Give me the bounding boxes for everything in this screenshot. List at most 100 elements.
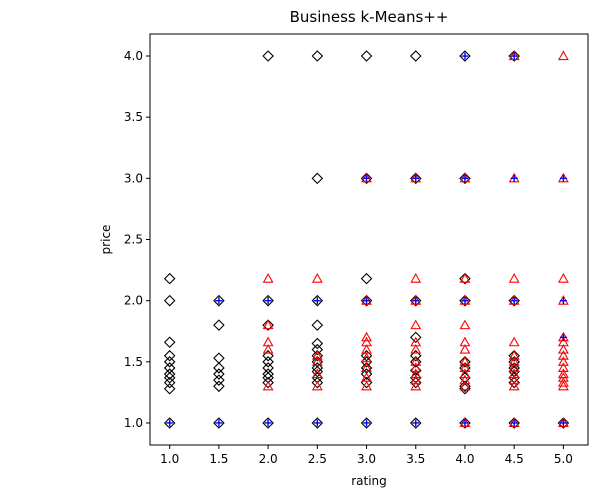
- triangle-point: [557, 343, 569, 354]
- x-tick-label: 1.5: [209, 452, 228, 466]
- diamond-point: [311, 356, 324, 368]
- x-axis-label: rating: [351, 474, 387, 488]
- diamond-point: [409, 294, 422, 307]
- diamond-point: [508, 349, 520, 362]
- diamond-point: [163, 272, 176, 285]
- triangle-point: [262, 319, 274, 330]
- triangle-point: [361, 362, 372, 372]
- diamond-point: [213, 380, 225, 393]
- triangle-point: [311, 273, 323, 283]
- triangle-point: [410, 273, 422, 283]
- triangle-point: [459, 343, 471, 354]
- y-tick-label: 2.0: [124, 294, 143, 308]
- y-tick-label: 2.5: [124, 233, 143, 247]
- triangle-point: [410, 319, 422, 330]
- diamond-point: [213, 362, 225, 374]
- diamond-point: [213, 294, 225, 307]
- diamond-point: [311, 343, 324, 356]
- triangle-point: [508, 350, 520, 360]
- x-tick-label: 3.0: [357, 452, 376, 466]
- diamond-point: [459, 417, 471, 429]
- plus-point: [559, 297, 567, 305]
- triangle-point: [459, 368, 471, 379]
- x-tick-label: 2.5: [308, 452, 327, 466]
- diamond-point: [459, 356, 471, 368]
- diamond-point: [409, 50, 422, 62]
- diamond-point: [163, 376, 176, 389]
- diamond-point: [213, 319, 225, 331]
- diamond-point: [262, 362, 274, 374]
- diamond-point: [163, 356, 176, 368]
- diamond-point: [262, 368, 274, 380]
- plus-point: [363, 419, 371, 427]
- plus-point: [363, 297, 371, 305]
- x-tick-label: 2.0: [259, 452, 278, 466]
- triangle-point: [410, 374, 422, 385]
- plus-point: [559, 419, 567, 427]
- triangle-point: [508, 273, 520, 283]
- diamond-point: [163, 349, 176, 362]
- plus-point: [461, 52, 469, 60]
- diamond-point: [508, 362, 520, 374]
- plus-point: [510, 419, 518, 427]
- triangle-point: [459, 380, 471, 391]
- diamond-point: [459, 50, 471, 62]
- triangle-point: [311, 350, 323, 360]
- diamond-point: [262, 417, 274, 429]
- triangle-point: [508, 336, 520, 347]
- plus-point: [559, 174, 567, 182]
- plus-point: [215, 297, 223, 305]
- plus-point: [461, 174, 469, 182]
- x-tick-label: 1.0: [160, 452, 179, 466]
- diamond-point: [213, 417, 225, 429]
- y-tick-label: 1.5: [124, 355, 143, 369]
- triangle-point: [557, 273, 569, 283]
- chart-title: Business k-Means++: [290, 8, 449, 26]
- triangle-point: [557, 336, 569, 347]
- triangle-point: [361, 380, 372, 391]
- diamond-point: [163, 417, 176, 429]
- plus-point: [264, 297, 272, 305]
- triangle-point: [557, 362, 569, 372]
- triangle-point: [508, 356, 520, 366]
- diamond-point: [262, 356, 274, 368]
- triangle-point: [361, 343, 372, 354]
- triangle-point: [508, 362, 520, 372]
- plot-area: [150, 34, 588, 445]
- plot-frame: [149, 33, 589, 446]
- triangle-point: [557, 368, 569, 379]
- diamond-point: [262, 376, 274, 389]
- diamond-point: [409, 172, 422, 185]
- triangle-point: [361, 336, 372, 347]
- triangle-point: [361, 331, 372, 342]
- triangle-point: [459, 362, 471, 372]
- diamond-point: [508, 294, 520, 307]
- diamond-point: [360, 272, 373, 285]
- triangle-point: [459, 319, 471, 330]
- diamond-point: [262, 50, 274, 62]
- diamond-point: [409, 417, 422, 429]
- diamond-point: [360, 50, 373, 62]
- diamond-point: [459, 380, 471, 393]
- diamond-point: [163, 294, 176, 307]
- plus-point: [264, 419, 272, 427]
- triangle-point: [508, 374, 520, 385]
- triangle-point: [557, 376, 569, 387]
- triangle-point: [459, 336, 471, 347]
- diamond-point: [311, 349, 324, 362]
- y-tick-label: 3.0: [124, 171, 143, 185]
- diamond-point: [360, 294, 373, 307]
- triangle-point: [311, 356, 323, 366]
- y-tick-label: 3.5: [124, 110, 143, 124]
- diamond-point: [311, 337, 324, 350]
- diamond-point: [459, 272, 471, 285]
- diamond-point: [360, 368, 373, 380]
- plus-point: [166, 419, 174, 427]
- triangle-point: [410, 368, 422, 379]
- triangle-point: [262, 336, 274, 347]
- diamond-point: [409, 331, 422, 344]
- diamond-point: [213, 352, 225, 364]
- x-tick-label: 5.0: [554, 452, 573, 466]
- diamond-point: [311, 50, 324, 62]
